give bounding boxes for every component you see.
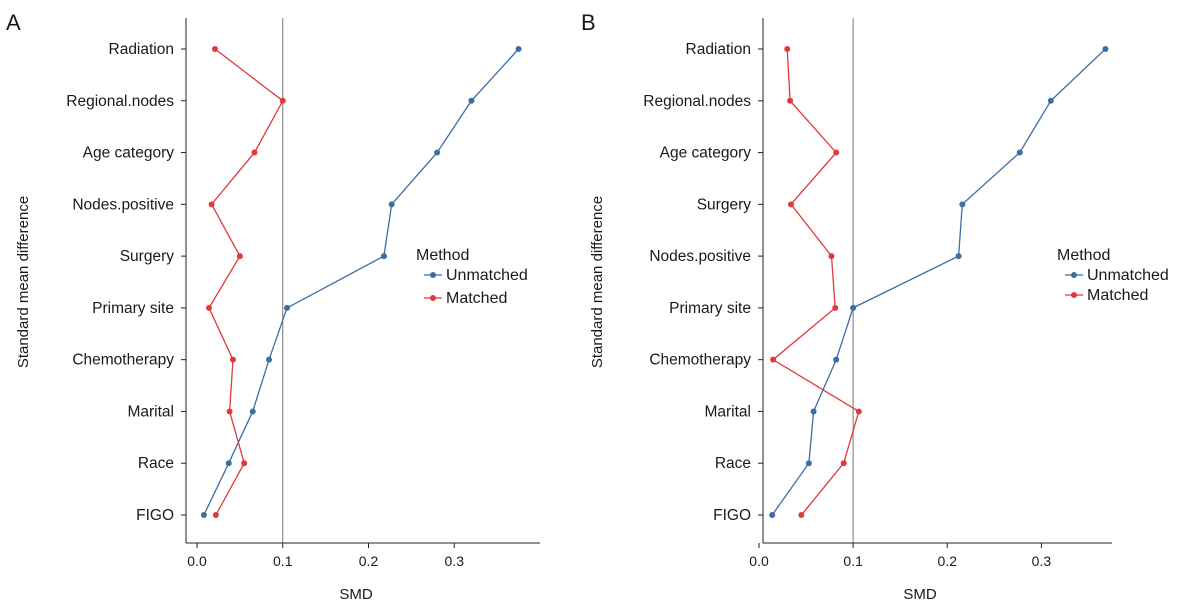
data-point-unmatched bbox=[225, 460, 232, 467]
data-point-unmatched bbox=[515, 46, 522, 52]
x-tick-label: 0.0 bbox=[187, 553, 207, 569]
y-tick-label: Surgery bbox=[120, 248, 175, 265]
x-tick-label: 0.2 bbox=[359, 553, 379, 569]
data-point-unmatched bbox=[805, 460, 812, 467]
data-point-matched bbox=[855, 408, 862, 415]
legend-marker-matched bbox=[1071, 292, 1077, 298]
data-point-matched bbox=[241, 460, 248, 467]
data-point-unmatched bbox=[284, 304, 291, 311]
y-tick-label: Regional.nodes bbox=[643, 93, 751, 110]
y-tick-label: Primary site bbox=[669, 300, 751, 317]
data-point-matched bbox=[770, 356, 777, 363]
x-tick-label: 0.3 bbox=[445, 553, 465, 569]
x-axis-title: SMD bbox=[339, 586, 373, 603]
y-tick-label: Race bbox=[138, 455, 174, 472]
y-tick-label: Race bbox=[715, 455, 751, 472]
panel-b: B Radiation Regional.nodes Age category Surg… bbox=[581, 10, 1169, 603]
series-line-unmatched bbox=[771, 48, 1106, 516]
data-point-matched bbox=[236, 253, 243, 260]
y-tick-label: Age category bbox=[660, 145, 752, 162]
x-tick-label: 0.2 bbox=[938, 553, 958, 569]
y-tick-label: Surgery bbox=[697, 196, 752, 213]
data-point-unmatched bbox=[1047, 97, 1054, 104]
y-tick-label: Age category bbox=[83, 145, 175, 162]
data-point-matched bbox=[208, 201, 215, 208]
data-point-unmatched bbox=[468, 97, 475, 104]
series-line-matched bbox=[771, 48, 860, 516]
data-point-unmatched bbox=[810, 408, 817, 415]
y-tick-label: Nodes.positive bbox=[649, 248, 751, 265]
data-point-unmatched bbox=[769, 512, 776, 518]
panel-letter: B bbox=[581, 10, 596, 35]
y-tick-label: Chemotherapy bbox=[72, 352, 174, 369]
data-point-matched bbox=[784, 46, 791, 52]
data-point-matched bbox=[226, 408, 233, 415]
data-point-matched bbox=[279, 97, 286, 104]
legend-marker-unmatched bbox=[430, 272, 436, 278]
legend-marker-unmatched bbox=[1071, 272, 1077, 278]
data-point-unmatched bbox=[200, 512, 207, 518]
data-point-unmatched bbox=[833, 356, 840, 363]
data-point-matched bbox=[840, 460, 847, 467]
data-point-matched bbox=[251, 149, 258, 156]
y-tick-label: Nodes.positive bbox=[72, 196, 174, 213]
legend-title: Method bbox=[416, 247, 469, 264]
y-axis-title: Standard mean difference bbox=[15, 196, 32, 368]
data-point-unmatched bbox=[850, 304, 857, 311]
data-point-unmatched bbox=[1016, 149, 1023, 156]
y-tick-label: FIGO bbox=[136, 507, 174, 524]
data-point-unmatched bbox=[388, 201, 395, 208]
data-point-unmatched bbox=[249, 408, 256, 415]
data-point-matched bbox=[832, 304, 839, 311]
data-point-matched bbox=[798, 512, 805, 518]
y-tick-label: Regional.nodes bbox=[66, 93, 174, 110]
legend-label-unmatched: Unmatched bbox=[1087, 267, 1169, 284]
data-point-unmatched bbox=[1102, 46, 1109, 52]
data-point-matched bbox=[833, 149, 840, 156]
legend-label-unmatched: Unmatched bbox=[446, 267, 528, 284]
data-point-matched bbox=[212, 512, 219, 518]
data-point-matched bbox=[828, 253, 835, 260]
data-point-unmatched bbox=[959, 201, 966, 208]
legend-marker-matched bbox=[430, 295, 436, 301]
legend-label-matched: Matched bbox=[446, 290, 507, 307]
x-tick-label: 0.1 bbox=[273, 553, 293, 569]
y-tick-label: Marital bbox=[127, 403, 174, 420]
x-tick-label: 0.3 bbox=[1032, 553, 1052, 569]
data-point-matched bbox=[212, 46, 219, 52]
y-tick-label: Primary site bbox=[92, 300, 174, 317]
data-point-matched bbox=[788, 201, 795, 208]
legend-label-matched: Matched bbox=[1087, 287, 1148, 304]
x-tick-label: 0.0 bbox=[749, 553, 769, 569]
legend-title: Method bbox=[1057, 247, 1110, 264]
y-tick-label: FIGO bbox=[713, 507, 751, 524]
data-point-matched bbox=[787, 97, 794, 104]
y-tick-label: Radiation bbox=[686, 41, 752, 58]
series-line-matched bbox=[208, 48, 284, 516]
data-point-matched bbox=[206, 304, 213, 311]
data-point-unmatched bbox=[380, 253, 387, 260]
data-point-unmatched bbox=[266, 356, 273, 363]
y-axis-title: Standard mean difference bbox=[589, 196, 606, 368]
y-tick-label: Marital bbox=[704, 403, 751, 420]
x-axis-title: SMD bbox=[903, 586, 937, 603]
data-point-unmatched bbox=[434, 149, 441, 156]
y-tick-label: Chemotherapy bbox=[649, 352, 751, 369]
y-tick-label: Radiation bbox=[109, 41, 175, 58]
data-point-unmatched bbox=[955, 253, 962, 260]
panel-letter: A bbox=[6, 10, 21, 35]
x-tick-label: 0.1 bbox=[843, 553, 863, 569]
series-line-unmatched bbox=[203, 48, 520, 516]
data-point-matched bbox=[230, 356, 237, 363]
panel-a: A Radiation Regional.nodes Age category Node… bbox=[6, 10, 540, 603]
